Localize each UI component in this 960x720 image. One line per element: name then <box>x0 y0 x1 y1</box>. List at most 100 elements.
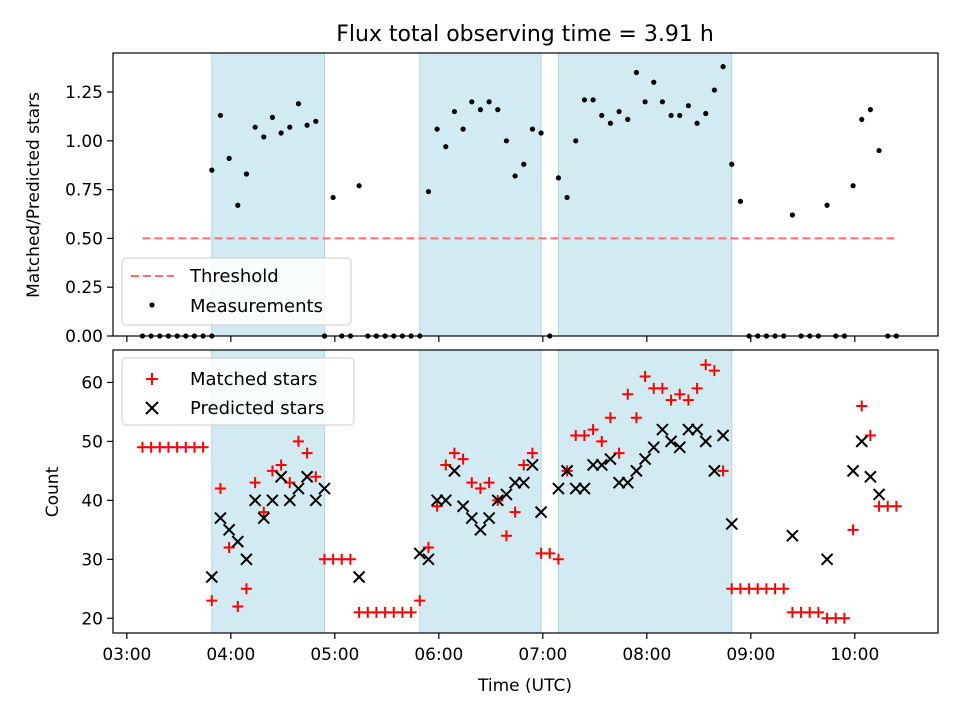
predicted-star-marker <box>855 435 868 448</box>
predicted-star-marker <box>465 511 478 525</box>
matched-star-marker <box>604 412 616 424</box>
predicted-star-marker <box>309 494 322 507</box>
predicted-star-marker <box>292 482 305 495</box>
measurement-point <box>573 138 579 144</box>
measurement-point <box>235 202 241 208</box>
measurement-point <box>668 112 674 119</box>
measurement-points <box>139 64 900 339</box>
measurement-point <box>703 110 709 117</box>
predicted-star-marker <box>716 429 730 442</box>
matched-star-marker <box>778 583 790 595</box>
y-tick-label: 0.00 <box>65 327 103 347</box>
y-tick-label: 30 <box>81 550 103 570</box>
predicted-star-marker <box>638 452 652 466</box>
predicted-star-marker <box>214 511 227 525</box>
measurement-point <box>304 122 310 128</box>
bottom-panel-plot-area: 20 30 40 50 60 03:00 04:00 05:00 06:00 07:00 08:0… <box>43 349 939 696</box>
predicted-star-marker <box>526 458 539 472</box>
measurement-point <box>720 64 726 70</box>
bottom-y-ticks: 20 30 40 50 60 <box>81 373 113 629</box>
measurement-point <box>694 120 700 126</box>
measurement-point <box>356 183 362 189</box>
measurement-point <box>287 124 293 130</box>
measurement-point <box>295 101 302 107</box>
matched-star-marker <box>474 483 486 495</box>
y-tick-label: 0.75 <box>65 181 103 201</box>
predicted-star-marker <box>725 517 738 531</box>
predicted-star-marker <box>274 470 288 483</box>
measurement-point <box>226 155 232 161</box>
measurement-point <box>443 144 449 150</box>
legend-threshold-label: Threshold <box>189 266 279 287</box>
measurement-point <box>486 99 492 105</box>
matched-star-marker <box>232 600 244 612</box>
x-tick-label: 07:00 <box>518 645 567 665</box>
measurement-point <box>217 112 224 119</box>
measurement-point <box>434 126 440 132</box>
bottom-legend-box <box>121 357 355 426</box>
matched-star-marker <box>708 365 720 377</box>
measurement-point <box>243 171 250 177</box>
x-tick-label: 10:00 <box>830 645 879 665</box>
bottom-legend: Matched stars Predicted stars <box>121 357 355 426</box>
bottom-x-ticks: 03:00 04:00 05:00 06:00 07:00 08:00 09:00 10:00 <box>102 633 879 665</box>
predicted-star-marker <box>621 476 634 489</box>
matched-star-marker <box>240 583 252 595</box>
predicted-stars-points <box>205 423 886 584</box>
matched-star-marker <box>596 435 608 447</box>
predicted-star-marker <box>708 464 721 478</box>
measurement-point <box>789 212 796 218</box>
measurement-point <box>642 99 648 105</box>
predicted-star-marker <box>690 423 704 436</box>
measurement-point <box>269 114 276 121</box>
matched-star-marker <box>483 477 495 489</box>
matched-star-marker <box>275 459 287 471</box>
predicted-star-marker <box>474 523 487 537</box>
top-y-ticks: 0.00 0.25 0.50 0.75 1.00 1.25 <box>65 83 113 347</box>
predicted-star-marker <box>352 570 366 584</box>
bottom-panel-frame <box>112 349 939 634</box>
predicted-star-marker <box>439 494 452 507</box>
measurement-point <box>581 97 588 103</box>
matched-star-marker <box>457 453 469 465</box>
y-tick-label: 0.25 <box>65 278 103 298</box>
measurement-point <box>625 116 631 122</box>
measurement-point <box>616 108 622 115</box>
matched-star-marker <box>301 447 313 459</box>
y-tick-label: 40 <box>81 491 103 511</box>
measurement-point <box>555 175 562 181</box>
matched-star-marker <box>847 524 859 536</box>
shaded-interval <box>557 349 733 634</box>
matched-star-marker <box>656 382 668 394</box>
y-tick-label: 1.25 <box>65 83 103 103</box>
matched-star-marker <box>578 429 590 441</box>
x-tick-label: 04:00 <box>206 645 255 665</box>
measurement-point <box>503 138 510 144</box>
matched-star-marker <box>258 506 270 518</box>
measurement-point <box>278 130 284 136</box>
y-tick-label: 1.00 <box>65 132 103 152</box>
legend-predicted-swatch <box>145 401 159 415</box>
measurement-point <box>460 126 466 132</box>
matched-star-marker <box>518 459 530 471</box>
predicted-star-marker <box>205 570 218 584</box>
x-tick-label: 05:00 <box>310 645 359 665</box>
measurement-point <box>607 120 614 126</box>
measurement-point <box>677 112 683 119</box>
measurement-point <box>529 126 536 132</box>
shaded-interval <box>419 52 542 337</box>
matched-star-marker <box>500 530 512 542</box>
matched-star-marker <box>544 547 556 559</box>
matched-star-marker <box>414 595 426 607</box>
measurement-point <box>711 87 718 93</box>
measurement-point <box>538 130 544 136</box>
matched-star-marker <box>292 435 304 447</box>
matched-star-marker <box>509 506 521 518</box>
predicted-star-marker <box>517 476 530 489</box>
matched-star-marker <box>856 400 868 412</box>
predicted-star-marker <box>257 511 270 525</box>
x-tick-label: 06:00 <box>414 645 463 665</box>
predicted-star-marker <box>786 529 799 542</box>
predicted-star-marker <box>231 535 244 548</box>
measurement-point <box>564 194 570 201</box>
